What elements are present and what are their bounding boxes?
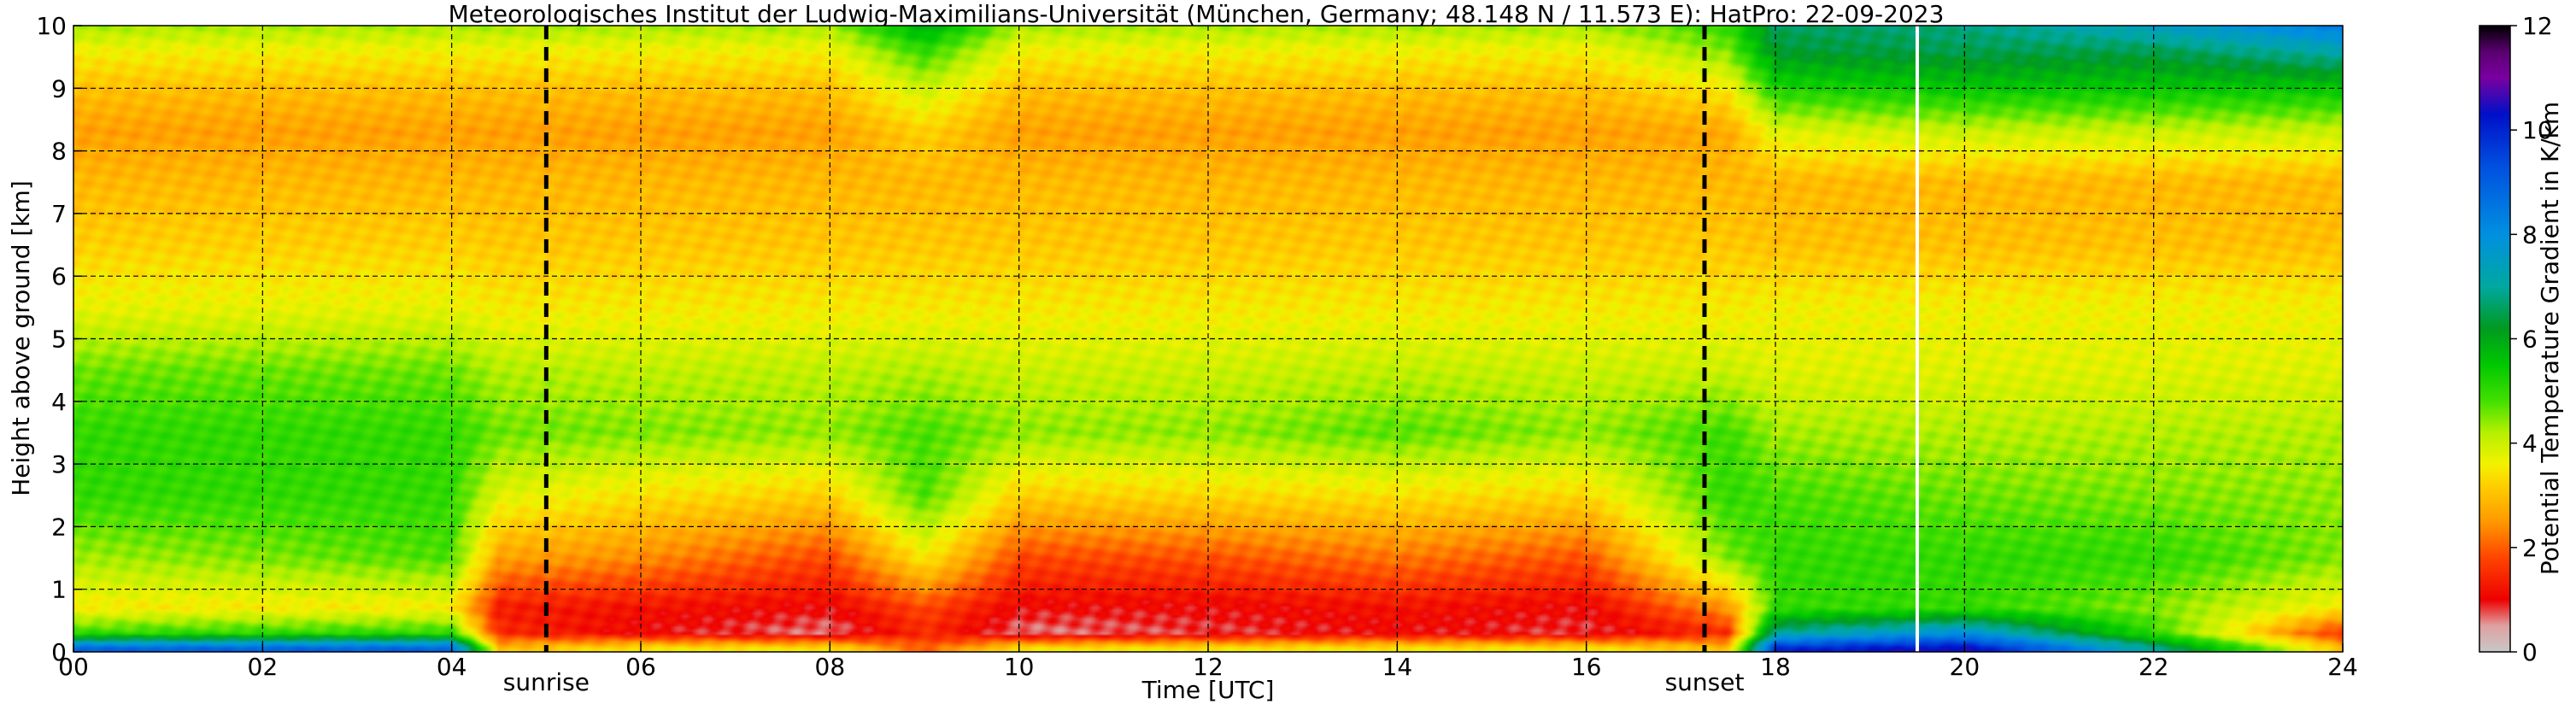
y-axis-ticks: 0 1 2 3 4 5 6 7 8 9 10: [36, 12, 82, 666]
x-tick-label: 24: [2327, 653, 2358, 681]
grid-lines: [73, 26, 2343, 652]
colorbar-tick-label: 0: [2522, 638, 2538, 666]
colorbar-ticks: 0 2 4 6 8 10 12: [2510, 12, 2553, 666]
x-tick-label: 16: [1571, 653, 1602, 681]
event-lines: [543, 26, 1919, 652]
x-axis-ticks: sunrise sunset 00 02 04 06 08 10 12 14 16 18 20 22 24: [58, 643, 2358, 696]
y-tick-label: 0: [51, 638, 67, 666]
x-tick-label: 04: [437, 653, 467, 681]
colorbar-scale: [2479, 26, 2510, 652]
x-tick-label: 06: [625, 653, 656, 681]
colorbar-tick-label: 2: [2522, 534, 2538, 562]
x-tick-label: 14: [1382, 653, 1413, 681]
y-tick-label: 3: [51, 450, 67, 478]
x-tick-label: 20: [1950, 653, 1980, 681]
colorbar: 0 2 4 6 8 10 12 Potential Temperature Gradient…: [2479, 12, 2564, 666]
heatmap-plot-area: [73, 25, 2344, 653]
colorbar-tick-label: 4: [2522, 430, 2538, 458]
y-tick-label: 1: [51, 576, 67, 604]
y-tick-label: 4: [51, 388, 67, 416]
chart-title: Meteorologisches Institut der Ludwig-Max…: [449, 0, 1945, 28]
y-tick-label: 6: [51, 262, 67, 290]
x-tick-label: 12: [1193, 653, 1223, 681]
y-tick-label: 2: [51, 513, 67, 541]
y-tick-label: 7: [51, 200, 67, 228]
colorbar-label: Potential Temperature Gradient in K/km: [2536, 102, 2564, 575]
y-tick-label: 10: [36, 12, 67, 40]
colorbar-tick-label: 8: [2522, 220, 2538, 249]
colorbar-tick-label: 12: [2522, 12, 2553, 40]
x-tick-label: 08: [815, 653, 846, 681]
y-axis-label: Height above ground [km]: [7, 180, 35, 496]
x-tick-label: 10: [1004, 653, 1035, 681]
x-tick-label: 18: [1760, 653, 1791, 681]
colorbar-tick-label: 10: [2522, 116, 2553, 144]
y-tick-label: 8: [51, 138, 67, 166]
x-tick-label: 02: [248, 653, 279, 681]
x-axis-label: Time [UTC]: [1141, 676, 1275, 704]
y-tick-label: 9: [51, 74, 67, 103]
x-tick-label: 22: [2139, 653, 2169, 681]
sunset-label: sunset: [1665, 668, 1745, 696]
x-tick-label: 00: [58, 653, 89, 681]
y-tick-label: 5: [51, 326, 67, 354]
colorbar-tick-label: 6: [2522, 326, 2538, 354]
sunrise-label: sunrise: [503, 668, 590, 696]
